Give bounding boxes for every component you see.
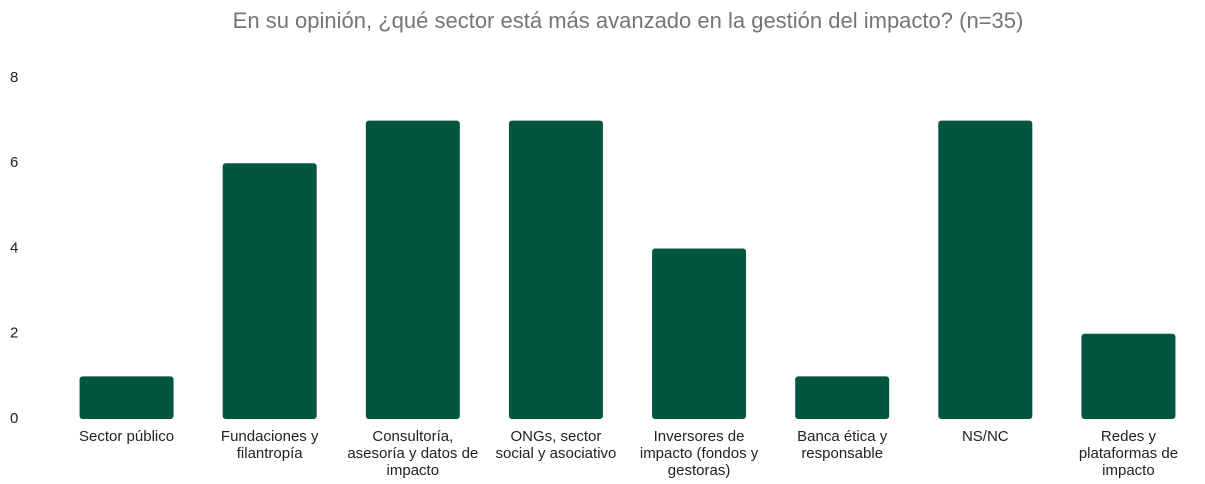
bar — [79, 376, 174, 419]
y-tick-label: 2 — [10, 325, 18, 342]
bar — [795, 376, 890, 419]
bar — [365, 120, 460, 419]
x-tick-label: Fundaciones y filantropía — [220, 428, 319, 462]
bar — [222, 163, 317, 419]
chart-title: En su opinión, ¿qué sector está más avan… — [233, 8, 1024, 33]
x-tick-label: Sector público — [79, 428, 175, 445]
x-tick-label: Inversores de impacto (fondos y gestoras… — [639, 428, 759, 479]
x-tick-label: Banca ética y responsable — [797, 428, 888, 462]
bar — [1081, 333, 1176, 419]
bar — [652, 248, 747, 419]
bar — [508, 120, 603, 419]
y-tick-label: 8 — [10, 69, 18, 86]
y-tick-label: 6 — [10, 154, 18, 171]
x-tick-label: ONGs, sector social y asociativo — [495, 428, 617, 462]
y-tick-label: 0 — [10, 410, 18, 427]
x-tick-label: NS/NC — [961, 428, 1009, 445]
y-tick-label: 4 — [10, 239, 18, 256]
bar — [938, 120, 1033, 419]
x-tick-label: Consultoría, asesoría y datos de impacto — [347, 428, 479, 479]
x-tick-label: Redes y plataformas de impacto — [1078, 428, 1179, 479]
